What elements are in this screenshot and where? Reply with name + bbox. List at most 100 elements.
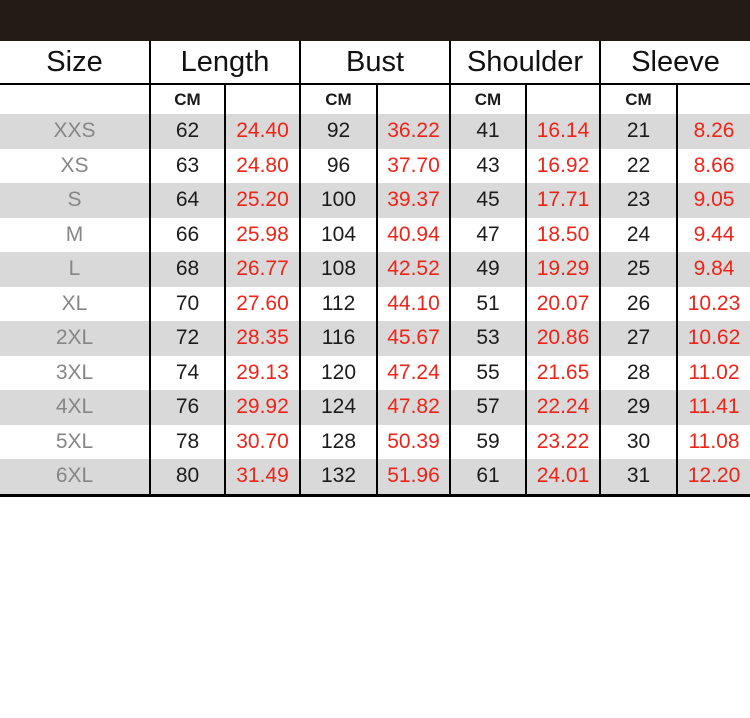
length-cm-cell: 66 xyxy=(149,217,225,252)
shoulder-inch-cell: 18.50 xyxy=(525,217,601,252)
shoulder-cm-cell: 47 xyxy=(449,217,527,252)
unit-label-length-cm: CM xyxy=(149,84,225,114)
shoulder-cm-cell: 61 xyxy=(449,459,527,497)
table-row: 3XL 74 29.13 120 47.24 55 21.65 28 11.02 xyxy=(0,355,750,390)
length-cm-cell: 64 xyxy=(149,183,225,218)
shoulder-inch-cell: 20.86 xyxy=(525,321,601,356)
size-cell: M xyxy=(65,222,84,246)
sleeve-inch-cell: 11.02 xyxy=(676,355,750,390)
size-cell: 5XL xyxy=(55,429,94,453)
sleeve-inch-cell: 12.20 xyxy=(676,459,750,497)
bust-inch-cell: 45.67 xyxy=(376,321,451,356)
table-row: M 66 25.98 104 40.94 47 18.50 24 9.44 xyxy=(0,217,750,252)
sleeve-cm-cell: 24 xyxy=(599,217,678,252)
table-row: XXS 62 24.40 92 36.22 41 16.14 21 8.26 xyxy=(0,114,750,149)
bust-inch-cell: 42.52 xyxy=(376,252,451,287)
column-header-length: Length xyxy=(148,41,301,85)
sleeve-inch-cell: 9.05 xyxy=(676,183,750,218)
bust-cm-cell: 112 xyxy=(299,286,378,321)
bust-cm-cell: 96 xyxy=(299,148,378,183)
length-inch-cell: 27.60 xyxy=(223,286,301,321)
bust-cm-cell: 100 xyxy=(299,183,378,218)
size-cell: S xyxy=(0,183,150,218)
shoulder-cm-cell: 49 xyxy=(449,252,527,287)
bust-cm-cell: 104 xyxy=(299,217,378,252)
shoulder-inch-cell: 23.22 xyxy=(525,424,601,459)
length-inch-cell: 24.40 xyxy=(223,114,301,149)
shoulder-inch-cell: 20.07 xyxy=(525,286,601,321)
sleeve-cm-cell: 22 xyxy=(599,148,678,183)
length-cm-cell: 80 xyxy=(149,459,225,497)
sleeve-cm-cell: 26 xyxy=(599,286,678,321)
column-header-sleeve: Sleeve xyxy=(599,41,750,85)
unit-label-sleeve-cm: CM xyxy=(599,84,678,114)
column-header-size: Size xyxy=(0,41,150,85)
sleeve-inch-cell: 8.26 xyxy=(676,114,750,149)
length-inch-cell: 26.77 xyxy=(223,252,301,287)
length-inch-cell: 25.98 xyxy=(223,217,301,252)
bust-cm-cell: 120 xyxy=(299,355,378,390)
length-inch-cell: 29.92 xyxy=(223,390,301,425)
bust-cm-cell: 132 xyxy=(299,459,378,497)
length-cm-cell: 63 xyxy=(149,148,225,183)
size-cell: 4XL xyxy=(0,390,150,425)
unit-label-shoulder-cm: CM xyxy=(449,84,527,114)
shoulder-cm-cell: 43 xyxy=(449,148,527,183)
shoulder-inch-cell: 21.65 xyxy=(525,355,601,390)
sleeve-cm-cell: 23 xyxy=(599,183,678,218)
unit-cell-bust-inch xyxy=(376,84,451,114)
length-cm-cell: 62 xyxy=(149,114,225,149)
bust-cm-cell: 116 xyxy=(299,321,378,356)
sleeve-inch-cell: 11.41 xyxy=(676,390,750,425)
bust-inch-cell: 44.10 xyxy=(376,286,451,321)
shoulder-inch-cell: 24.01 xyxy=(525,459,601,497)
table-row: 5XL 78 30.70 128 50.39 59 23.22 30 11.08 xyxy=(0,424,750,459)
header-row: Size Length Bust Shoulder Sleeve xyxy=(0,41,750,85)
length-cm-cell: 70 xyxy=(149,286,225,321)
bust-cm-cell: 128 xyxy=(299,424,378,459)
shoulder-inch-cell: 22.24 xyxy=(525,390,601,425)
size-cell: XXS xyxy=(0,114,150,149)
length-inch-cell: 30.70 xyxy=(223,424,301,459)
shoulder-inch-cell: 16.14 xyxy=(525,114,601,149)
shoulder-cm-cell: 57 xyxy=(449,390,527,425)
size-chart-table: Size Length Bust Shoulder Sleeve CM CM C… xyxy=(0,41,750,497)
size-cell: XL xyxy=(61,291,88,315)
unit-label-bust-cm: CM xyxy=(299,84,378,114)
length-cm-cell: 76 xyxy=(149,390,225,425)
top-banner xyxy=(0,0,750,41)
sleeve-inch-cell: 10.23 xyxy=(676,286,750,321)
bust-inch-cell: 50.39 xyxy=(376,424,451,459)
sleeve-cm-cell: 25 xyxy=(599,252,678,287)
unit-cell-length-inch xyxy=(223,84,301,114)
sleeve-cm-cell: 31 xyxy=(599,459,678,497)
bust-inch-cell: 37.70 xyxy=(376,148,451,183)
sleeve-inch-cell: 9.44 xyxy=(676,217,750,252)
table-row: S 64 25.20 100 39.37 45 17.71 23 9.05 xyxy=(0,183,750,218)
length-inch-cell: 31.49 xyxy=(223,459,301,497)
bust-inch-cell: 39.37 xyxy=(376,183,451,218)
size-cell: 3XL xyxy=(55,360,94,384)
shoulder-cm-cell: 45 xyxy=(449,183,527,218)
unit-cell-shoulder-inch xyxy=(525,84,601,114)
sleeve-cm-cell: 28 xyxy=(599,355,678,390)
bust-inch-cell: 51.96 xyxy=(376,459,451,497)
sleeve-cm-cell: 27 xyxy=(599,321,678,356)
size-cell: L xyxy=(0,252,150,287)
shoulder-cm-cell: 41 xyxy=(449,114,527,149)
bust-inch-cell: 40.94 xyxy=(376,217,451,252)
table-row: 6XL 80 31.49 132 51.96 61 24.01 31 12.20 xyxy=(0,459,750,497)
table-row: 2XL 72 28.35 116 45.67 53 20.86 27 10.62 xyxy=(0,321,750,356)
unit-row: CM CM CM CM xyxy=(0,84,750,114)
length-cm-cell: 78 xyxy=(149,424,225,459)
bust-inch-cell: 36.22 xyxy=(376,114,451,149)
sleeve-inch-cell: 8.66 xyxy=(676,148,750,183)
shoulder-cm-cell: 51 xyxy=(449,286,527,321)
column-header-bust: Bust xyxy=(299,41,451,85)
length-inch-cell: 28.35 xyxy=(223,321,301,356)
sleeve-inch-cell: 11.08 xyxy=(676,424,750,459)
sleeve-inch-cell: 10.62 xyxy=(676,321,750,356)
length-inch-cell: 29.13 xyxy=(223,355,301,390)
bust-cm-cell: 92 xyxy=(299,114,378,149)
